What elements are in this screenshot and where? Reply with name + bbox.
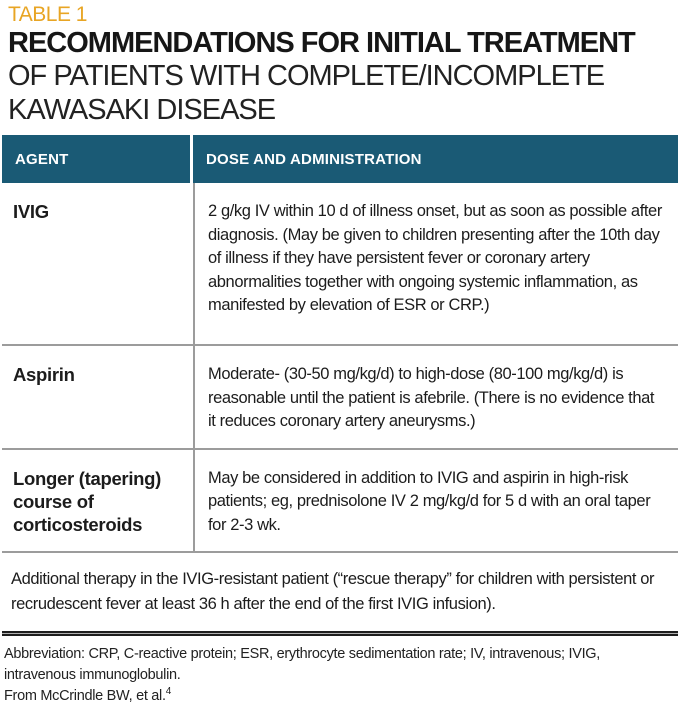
table-row: Aspirin Moderate- (30-50 mg/kg/d) to hig… — [2, 344, 678, 448]
column-header-agent: AGENT — [2, 135, 190, 184]
footer-double-rule — [2, 631, 678, 637]
table-header-row: AGENT DOSE AND ADMINISTRATION — [2, 135, 678, 184]
dose-cell-corticosteroids: May be considered in addition to IVIG an… — [193, 449, 678, 552]
source-citation: From McCrindle BW, et al.4 — [2, 685, 678, 704]
table-title: RECOMMENDATIONS FOR INITIAL TREATMENT OF… — [2, 27, 678, 127]
column-header-dose: DOSE AND ADMINISTRATION — [193, 135, 678, 184]
agent-cell-ivig: IVIG — [13, 201, 49, 223]
table-row: Longer (tapering) course of corticostero… — [2, 447, 678, 552]
table-bottom-rule — [2, 551, 678, 554]
table-title-regular: OF PATIENTS WITH COMPLETE/INCOMPLETE KAW… — [8, 60, 605, 126]
dose-cell-ivig: 2 g/kg IV within 10 d of illness onset, … — [193, 183, 678, 345]
table-footnote: Additional therapy in the IVIG-resistant… — [11, 570, 655, 614]
table-title-bold: RECOMMENDATIONS FOR INITIAL TREATMENT — [8, 27, 636, 60]
table-number-label: TABLE 1 — [8, 3, 87, 26]
table-row: IVIG 2 g/kg IV within 10 d of illness on… — [2, 183, 678, 345]
source-text: From McCrindle BW, et al. — [4, 688, 166, 704]
dose-cell-aspirin: Moderate- (30-50 mg/kg/d) to high-dose (… — [193, 346, 678, 448]
source-reference-superscript: 4 — [165, 686, 172, 698]
agent-cell-corticosteroids: Longer (tapering) course of corticostero… — [13, 467, 162, 535]
abbreviations-note: Abbreviation: CRP, C-reactive protein; E… — [4, 646, 601, 683]
agent-cell-aspirin: Aspirin — [13, 364, 75, 386]
table-body: IVIG 2 g/kg IV within 10 d of illness on… — [2, 183, 678, 554]
header-column-divider — [190, 135, 193, 184]
